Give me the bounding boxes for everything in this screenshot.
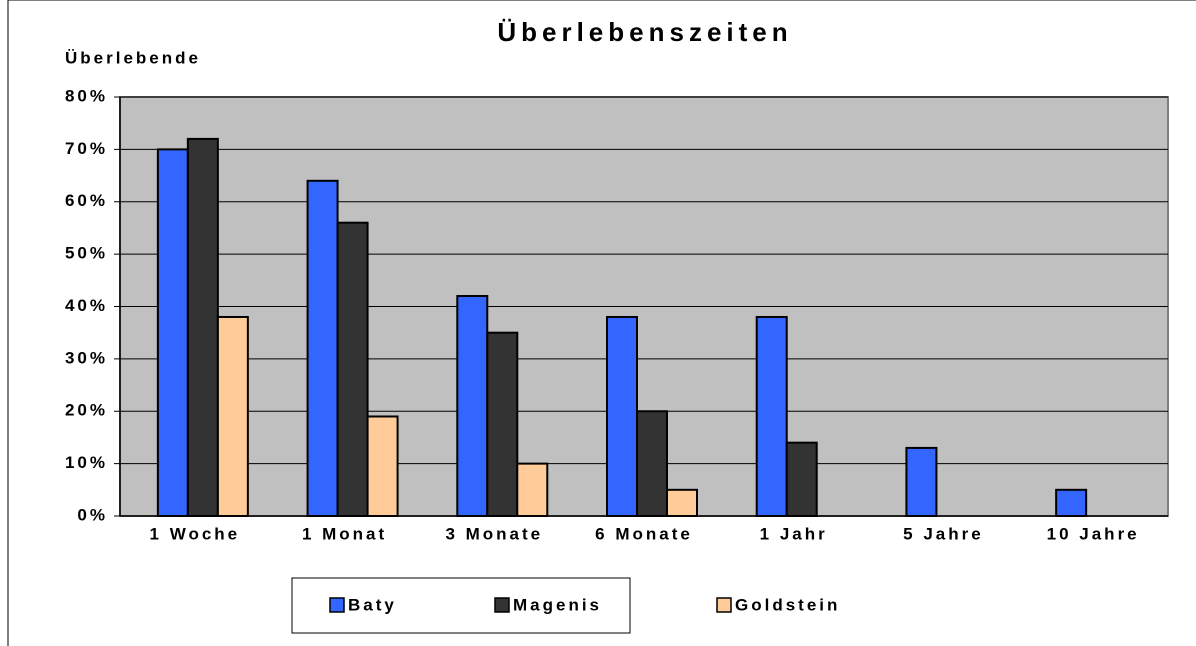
bar bbox=[905, 446, 938, 518]
chart-title: Überlebenszeiten bbox=[497, 17, 792, 47]
bar bbox=[636, 410, 668, 517]
y-tick-label: 20% bbox=[65, 401, 108, 420]
x-tick-label: 1 Woche bbox=[150, 524, 241, 543]
bar bbox=[666, 488, 698, 517]
x-tick-label: 3 Monate bbox=[445, 524, 543, 543]
legend-swatch bbox=[494, 597, 510, 613]
bar bbox=[785, 441, 818, 517]
bar bbox=[366, 415, 399, 517]
y-tick-label: 80% bbox=[65, 86, 108, 105]
legend-swatch bbox=[716, 597, 732, 613]
bar bbox=[1055, 488, 1088, 517]
legend-label: Magenis bbox=[513, 595, 602, 614]
y-tick-label: 0% bbox=[77, 505, 108, 524]
legend-box bbox=[291, 577, 631, 634]
y-tick-label: 40% bbox=[65, 296, 108, 315]
y-tick-label: 50% bbox=[65, 244, 108, 263]
bar bbox=[755, 315, 788, 517]
y-axis-label: Überlebende bbox=[65, 48, 201, 67]
bar bbox=[306, 179, 339, 518]
x-tick-label: 5 Jahre bbox=[903, 524, 984, 543]
bar bbox=[486, 331, 519, 517]
legend-swatch bbox=[329, 597, 345, 613]
y-tick-label: 30% bbox=[65, 348, 108, 367]
y-tick-label: 10% bbox=[65, 453, 108, 472]
x-tick-label: 1 Jahr bbox=[760, 524, 828, 543]
x-tick-label: 1 Monat bbox=[302, 524, 387, 543]
y-tick-label: 70% bbox=[65, 139, 108, 158]
legend-label: Goldstein bbox=[735, 595, 840, 614]
y-tick-label: 60% bbox=[65, 191, 108, 210]
bar bbox=[186, 137, 219, 517]
bar bbox=[156, 148, 189, 517]
bar bbox=[516, 462, 549, 517]
bar bbox=[216, 315, 249, 517]
x-tick-label: 10 Jahre bbox=[1047, 524, 1140, 543]
bar bbox=[336, 221, 369, 517]
bar bbox=[456, 295, 489, 517]
bar bbox=[606, 315, 638, 517]
legend-label: Baty bbox=[348, 595, 397, 614]
x-tick-label: 6 Monate bbox=[595, 524, 693, 543]
